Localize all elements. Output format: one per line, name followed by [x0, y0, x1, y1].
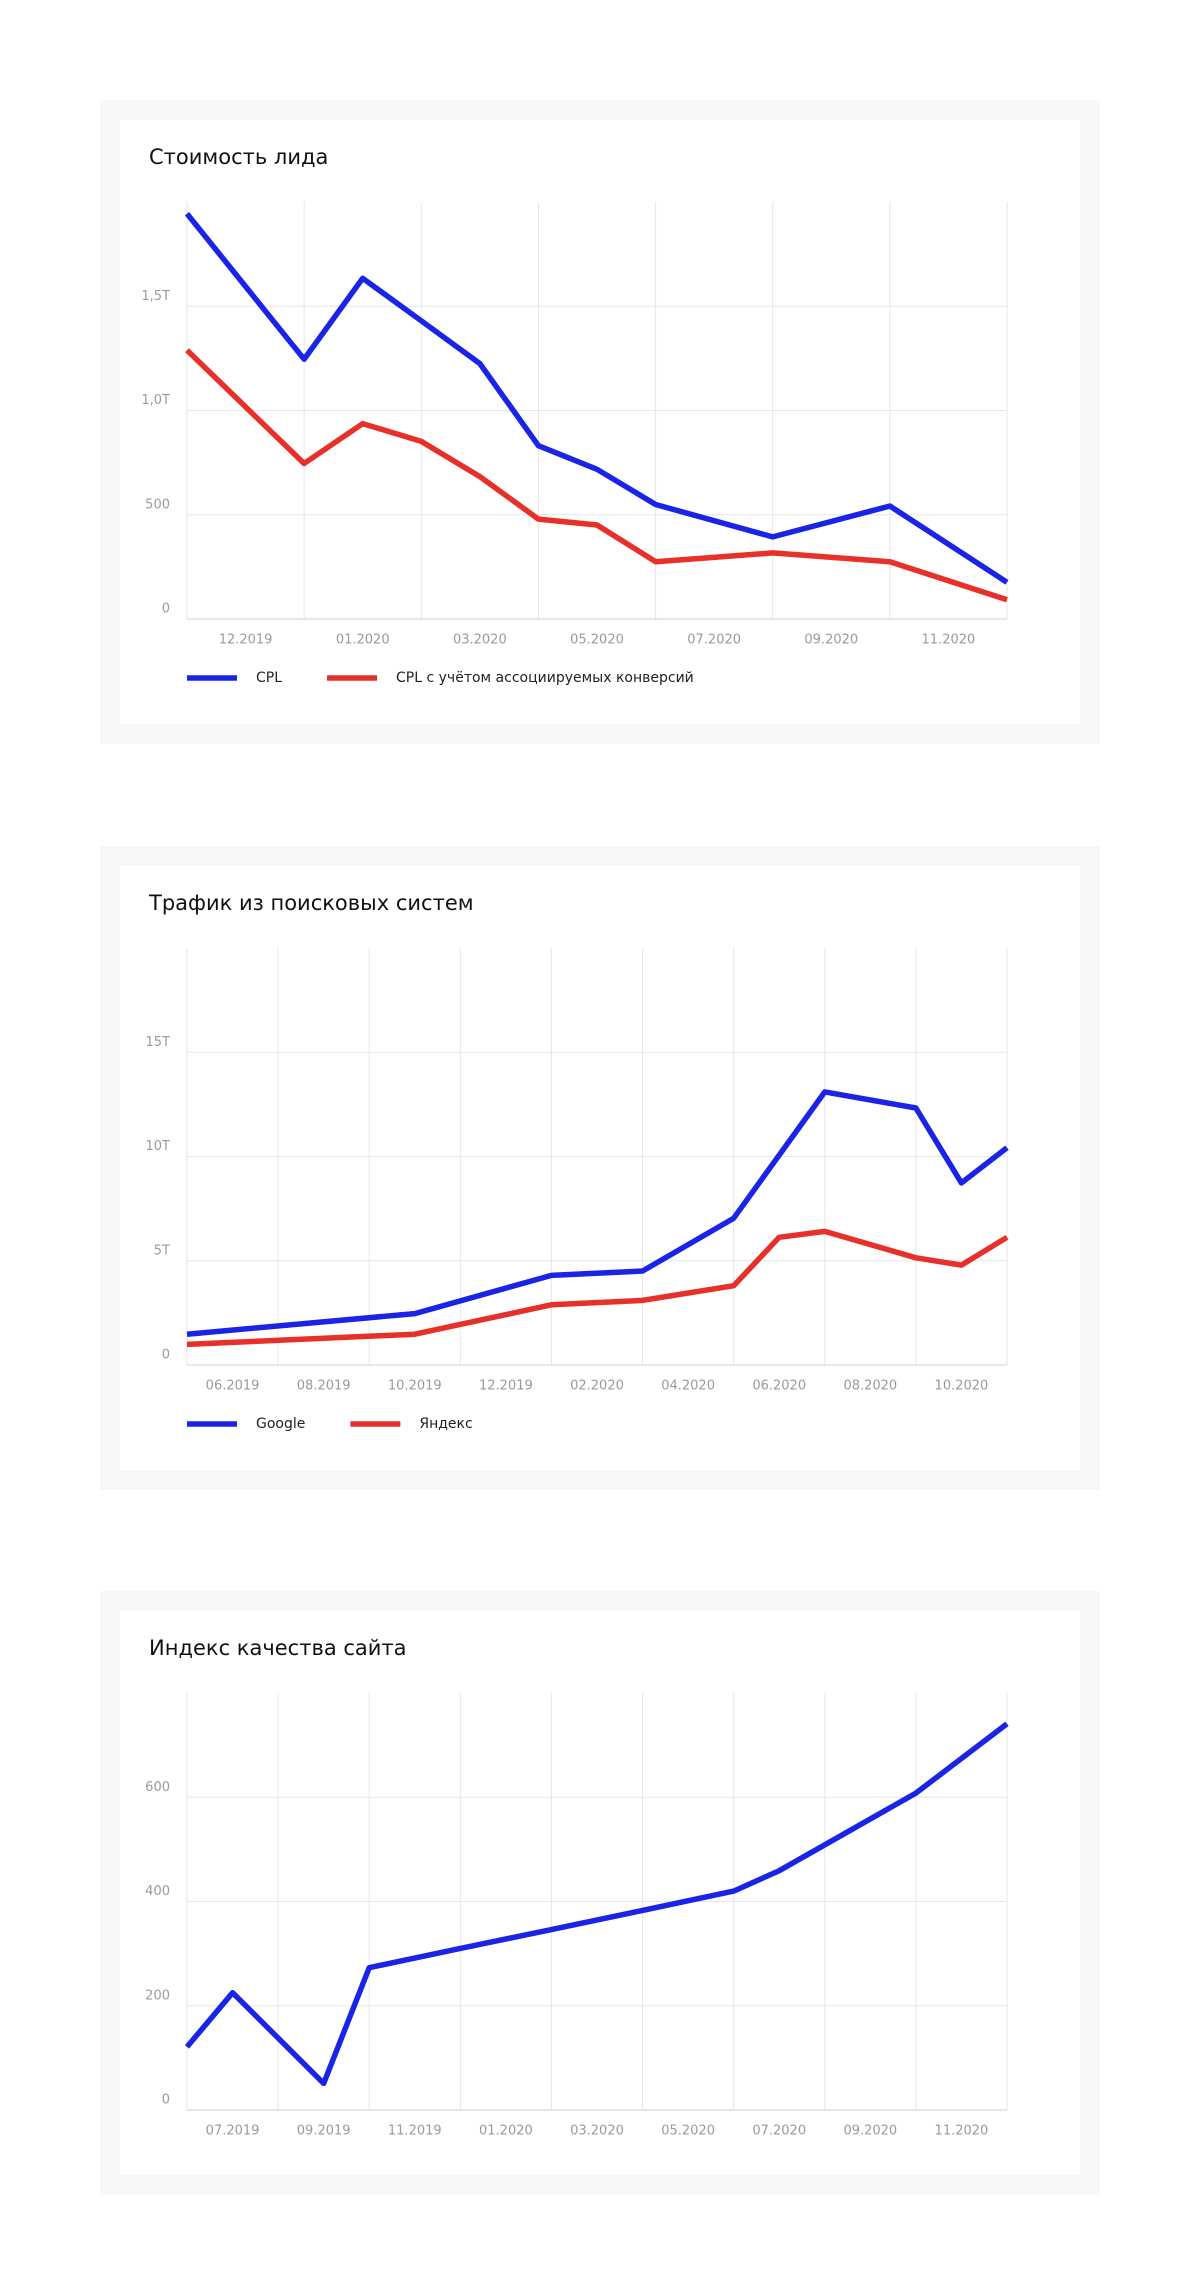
x-tick-label: 09.2019 [297, 2124, 351, 2139]
y-tick-label: 5Т [154, 1243, 170, 1258]
x-tick-label: 05.2020 [661, 2124, 715, 2139]
y-tick-label: 0 [162, 1348, 170, 1363]
card-inner [120, 120, 1080, 724]
y-tick-label: 15Т [146, 1035, 171, 1050]
x-tick-label: 04.2020 [661, 1379, 715, 1394]
x-tick-label: 05.2020 [570, 633, 624, 648]
y-tick-label: 0 [162, 2093, 170, 2108]
x-tick-label: 12.2019 [219, 633, 273, 648]
y-tick-label: 600 [145, 1780, 170, 1795]
legend-label: CPL [256, 670, 282, 686]
x-tick-label: 06.2019 [206, 1379, 260, 1394]
x-tick-label: 06.2020 [752, 1379, 806, 1394]
y-tick-label: 400 [145, 1884, 170, 1899]
x-tick-label: 03.2020 [453, 633, 507, 648]
chart-card: Индекс качества сайта 0 200 400 600 07.2019 09… [100, 1591, 1100, 2195]
y-tick-label: 10Т [146, 1139, 171, 1154]
card-inner [120, 866, 1080, 1470]
line-series [186, 1228, 1009, 1348]
x-tick-label: 07.2019 [206, 2124, 260, 2139]
x-tick-label: 11.2020 [922, 633, 976, 648]
x-tick-label: 07.2020 [687, 633, 741, 648]
y-tick-label: 0 [162, 602, 170, 617]
line-series [184, 1721, 1009, 2087]
y-tick-label: 1,5Т [141, 289, 170, 304]
line-series [186, 1089, 1009, 1337]
x-tick-label: 09.2020 [804, 633, 858, 648]
y-tick-label: 500 [145, 497, 170, 512]
y-tick-label: 200 [145, 1988, 170, 2003]
y-tick-label: 1,0Т [141, 393, 170, 408]
legend-label: Google [256, 1416, 305, 1432]
x-tick-label: 08.2020 [843, 1379, 897, 1394]
card-inner [120, 1611, 1080, 2175]
chart-card: Стоимость лида 0 500 1,0Т 1,5Т 12.2019 01.2020… [100, 100, 1100, 744]
x-tick-label: 01.2020 [336, 633, 390, 648]
x-tick-label: 10.2019 [388, 1379, 442, 1394]
chart-title: Индекс качества сайта [149, 1636, 407, 1660]
legend-label: CPL с учётом ассоциируемых конверсий [396, 670, 694, 686]
x-tick-label: 01.2020 [479, 2124, 533, 2139]
legend-label: Яндекс [419, 1416, 472, 1432]
x-tick-label: 09.2020 [843, 2124, 897, 2139]
x-tick-label: 07.2020 [752, 2124, 806, 2139]
x-tick-label: 03.2020 [570, 2124, 624, 2139]
line-series [185, 348, 1008, 603]
chart-card: Трафик из поисковых систем 0 5Т 10Т 15Т 06.20… [100, 846, 1100, 1490]
chart-title: Стоимость лида [149, 145, 328, 169]
x-tick-label: 11.2019 [388, 2124, 442, 2139]
line-series [184, 211, 1009, 585]
x-tick-label: 02.2020 [570, 1379, 624, 1394]
x-tick-label: 08.2019 [297, 1379, 351, 1394]
x-tick-label: 10.2020 [935, 1379, 989, 1394]
chart-title: Трафик из поисковых систем [148, 891, 474, 915]
x-tick-label: 12.2019 [479, 1379, 533, 1394]
x-tick-label: 11.2020 [935, 2124, 989, 2139]
